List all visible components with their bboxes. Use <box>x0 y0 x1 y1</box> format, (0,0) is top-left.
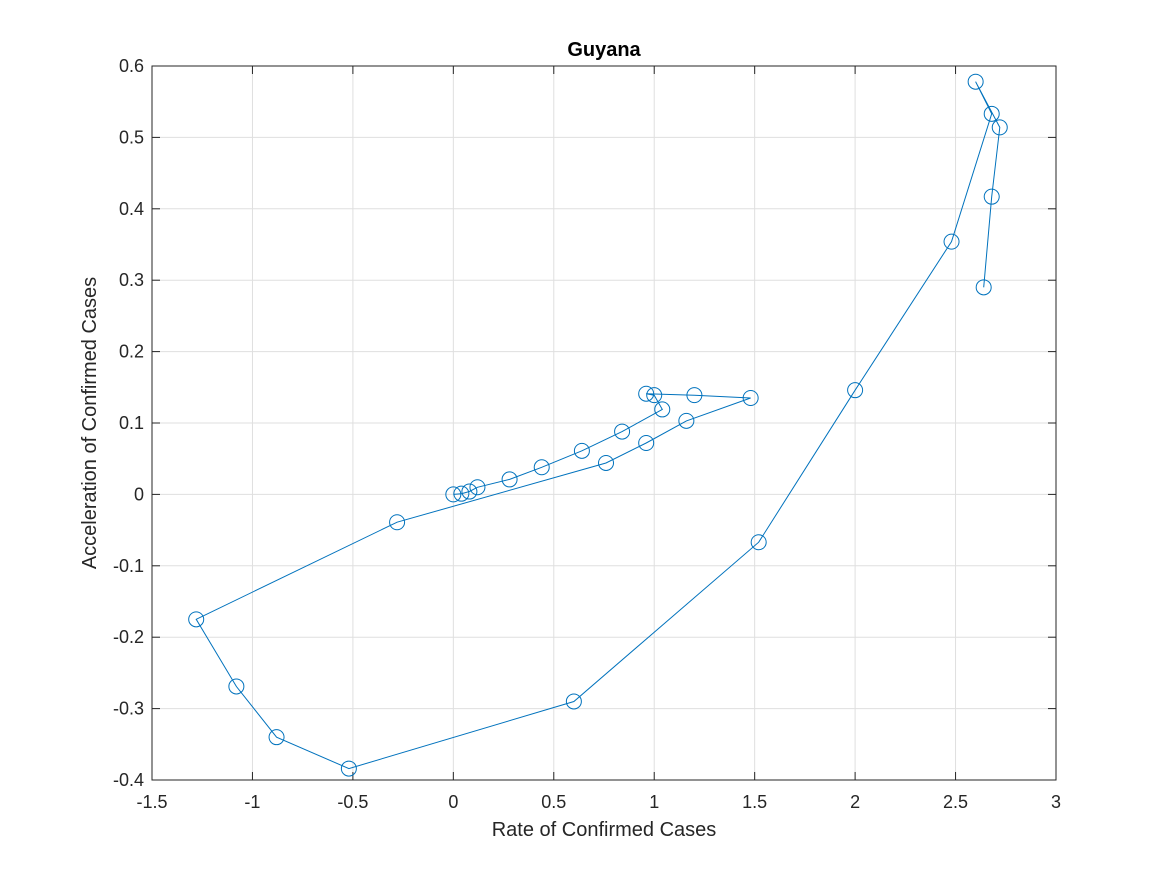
data-point-marker <box>646 387 663 404</box>
data-point-marker <box>943 233 960 250</box>
data-point-marker <box>573 442 590 459</box>
data-point-marker <box>638 434 655 451</box>
data-point-marker <box>750 534 767 551</box>
ticks: -1.5 -1 -0.5 0 0.5 1 1.5 2 2.5 3 -0.4 -0.3 -0.2 -0.1 0… <box>113 56 1061 812</box>
y-tick-label: -0.1 <box>113 556 144 576</box>
data-point-marker <box>389 514 406 531</box>
y-tick-label: -0.4 <box>113 770 144 790</box>
x-tick-label: 2 <box>850 792 860 812</box>
x-tick-label: 0.5 <box>541 792 566 812</box>
x-tick-label: 0 <box>448 792 458 812</box>
data-point-marker <box>268 729 285 746</box>
data-point-marker <box>614 423 631 440</box>
x-axis-label: Rate of Confirmed Cases <box>492 819 717 841</box>
data-point-marker <box>983 188 1000 205</box>
x-tick-label: -0.5 <box>337 792 368 812</box>
data-point-marker <box>445 486 462 503</box>
data-point-marker <box>686 387 703 404</box>
y-tick-label: 0.3 <box>119 270 144 290</box>
data-point-marker <box>565 693 582 710</box>
data-point-marker <box>533 459 550 476</box>
x-tick-label: 3 <box>1051 792 1061 812</box>
data-point-marker <box>638 385 655 402</box>
y-tick-label: 0.5 <box>119 127 144 147</box>
data-point-marker <box>678 412 695 429</box>
x-tick-label: -1 <box>244 792 260 812</box>
data-point-marker <box>453 485 470 502</box>
data-point-marker <box>742 390 759 407</box>
x-tick-label: 1.5 <box>742 792 767 812</box>
y-tick-label: 0.1 <box>119 413 144 433</box>
y-tick-label: -0.2 <box>113 627 144 647</box>
data-point-marker <box>501 471 518 488</box>
data-point-marker <box>228 678 245 695</box>
chart-title: Guyana <box>567 39 641 61</box>
x-tick-label: -1.5 <box>136 792 167 812</box>
data-point-marker <box>469 479 486 496</box>
data-point-marker <box>991 119 1008 136</box>
x-tick-label: 2.5 <box>943 792 968 812</box>
y-tick-label: -0.3 <box>113 699 144 719</box>
y-tick-label: 0 <box>134 484 144 504</box>
data-point-marker <box>340 760 357 777</box>
y-tick-label: 0.6 <box>119 56 144 76</box>
series-group <box>188 73 1008 777</box>
y-axis-label: Acceleration of Confirmed Cases <box>79 277 101 569</box>
data-point-marker <box>188 611 205 628</box>
data-point-marker <box>967 73 984 90</box>
x-tick-label: 1 <box>649 792 659 812</box>
data-point-marker <box>461 483 478 500</box>
data-point-marker <box>654 401 671 418</box>
data-point-marker <box>598 454 615 471</box>
series-line <box>195 81 1001 770</box>
y-tick-label: 0.2 <box>119 342 144 362</box>
data-point-marker <box>847 382 864 399</box>
y-tick-label: 0.4 <box>119 199 144 219</box>
data-point-marker <box>983 105 1000 122</box>
data-point-marker <box>975 279 992 296</box>
